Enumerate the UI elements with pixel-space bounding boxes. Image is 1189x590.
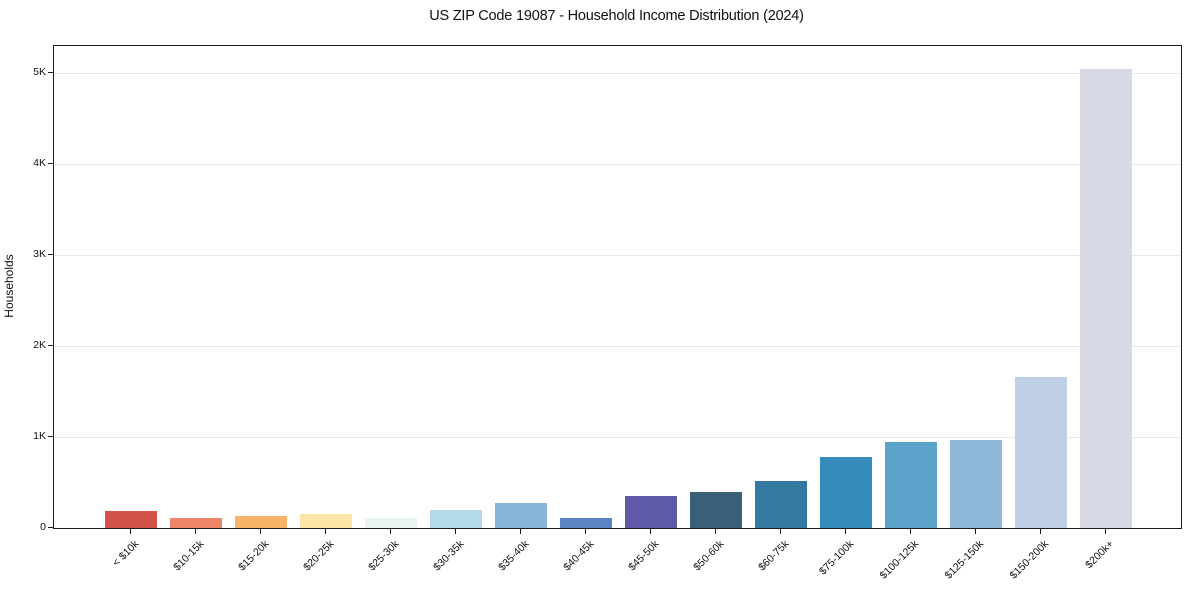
y-tick-label-5K: 5K	[33, 66, 46, 79]
chart-title: US ZIP Code 19087 - Household Income Dis…	[429, 8, 804, 24]
x-tick-label-$15-20k: $15-20k	[236, 538, 272, 574]
y-tick-label-2K: 2K	[33, 339, 46, 352]
gridline-1K	[54, 437, 1181, 439]
y-tick-mark-4K	[48, 163, 53, 165]
bar-$35-40k	[495, 502, 547, 528]
y-tick-label-1K: 1K	[33, 430, 46, 443]
bar-$25-30k	[365, 518, 417, 528]
x-tick-mark-< $10k	[130, 529, 131, 534]
x-tick-mark-$45-50k	[650, 529, 651, 534]
x-tick-mark-$125-150k	[975, 529, 976, 534]
x-tick-label-$10-15k: $10-15k	[171, 538, 207, 574]
x-tick-mark-$50-60k	[715, 529, 716, 534]
bar-$75-100k	[820, 456, 872, 528]
x-tick-label-$200k+: $200k+	[1083, 538, 1117, 572]
bar-$125-150k	[950, 440, 1002, 528]
x-tick-mark-$100-125k	[910, 529, 911, 534]
x-tick-label-$25-30k: $25-30k	[366, 538, 402, 574]
y-tick-label-0: 0	[40, 521, 46, 533]
x-tick-label-$75-100k: $75-100k	[817, 538, 857, 578]
bar-$10-15k	[170, 517, 222, 528]
gridline-4K	[54, 164, 1181, 166]
bar-$20-25k	[300, 514, 352, 528]
y-tick-label-4K: 4K	[33, 157, 46, 170]
x-tick-label-< $10k: < $10k	[110, 538, 142, 569]
x-tick-mark-$30-35k	[455, 529, 456, 534]
bar-$150-200k	[1015, 377, 1067, 528]
x-tick-label-$30-35k: $30-35k	[431, 538, 467, 574]
bar-$45-50k	[625, 496, 677, 528]
x-tick-mark-$40-45k	[585, 529, 586, 534]
x-tick-label-$45-50k: $45-50k	[626, 538, 662, 574]
y-tick-label-3K: 3K	[33, 248, 46, 261]
x-tick-mark-$150-200k	[1040, 529, 1041, 534]
x-tick-label-$50-60k: $50-60k	[691, 538, 727, 574]
bar-< $10k	[105, 510, 157, 528]
x-tick-label-$150-200k: $150-200k	[1007, 538, 1052, 582]
bar-$30-35k	[430, 510, 482, 528]
bar-$200k+	[1080, 68, 1132, 528]
x-tick-label-$100-125k: $100-125k	[877, 538, 922, 582]
x-tick-mark-$25-30k	[390, 529, 391, 534]
bar-$100-125k	[885, 441, 937, 528]
y-tick-mark-3K	[48, 254, 53, 256]
x-tick-mark-$35-40k	[520, 529, 521, 534]
x-tick-mark-$75-100k	[845, 529, 846, 534]
y-axis-label: Households	[2, 254, 16, 318]
x-tick-label-$35-40k: $35-40k	[496, 538, 532, 574]
y-tick-mark-2K	[48, 345, 53, 347]
bar-$60-75k	[755, 480, 807, 528]
gridline-2K	[54, 346, 1181, 348]
y-tick-mark-0	[48, 527, 53, 528]
bar-$40-45k	[560, 517, 612, 528]
y-tick-mark-5K	[48, 72, 53, 74]
bar-$50-60k	[690, 491, 742, 528]
x-tick-mark-$15-20k	[260, 529, 261, 534]
x-tick-mark-$10-15k	[195, 529, 196, 534]
x-tick-mark-$200k+	[1105, 529, 1106, 534]
x-tick-mark-$60-75k	[780, 529, 781, 534]
x-tick-label-$60-75k: $60-75k	[756, 538, 792, 574]
x-tick-mark-$20-25k	[325, 529, 326, 534]
y-tick-mark-1K	[48, 436, 53, 438]
plot-area	[53, 45, 1182, 529]
x-tick-label-$40-45k: $40-45k	[561, 538, 597, 574]
x-tick-label-$20-25k: $20-25k	[301, 538, 337, 574]
x-tick-label-$125-150k: $125-150k	[942, 538, 987, 582]
gridline-5K	[54, 73, 1181, 75]
bar-$15-20k	[235, 516, 287, 528]
gridline-3K	[54, 255, 1181, 257]
